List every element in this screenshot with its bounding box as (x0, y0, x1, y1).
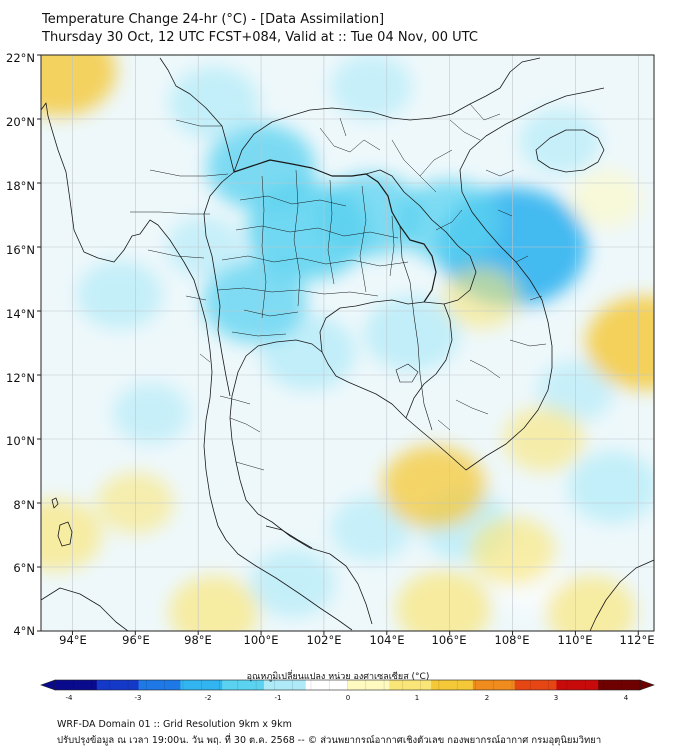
coastlines-and-borders (41, 57, 654, 631)
lat-label-6: 6°N (13, 561, 35, 575)
colorbar-tick-label: 4 (623, 694, 629, 702)
warming-area (381, 445, 486, 529)
warming-area (168, 575, 260, 631)
colorbar (40, 679, 655, 691)
lon-label-96: 96°E (122, 633, 150, 647)
malay-peninsula-coastline (217, 525, 353, 631)
lon-label-108: 108°E (494, 633, 530, 647)
colorbar-segment (472, 680, 516, 690)
myanmar-coastline (41, 102, 219, 527)
colorbar-segment (556, 680, 599, 690)
lat-label-22: 22°N (6, 51, 35, 65)
myanmar-china-border (159, 57, 235, 173)
colorbar-segment (389, 680, 432, 690)
colorbar-tick-label: 2 (484, 694, 490, 702)
lat-label-14: 14°N (6, 307, 35, 321)
warming-area (41, 55, 117, 117)
colorbar-tick-label: 1 (414, 694, 420, 702)
cambodia-vietnam-border (405, 303, 453, 419)
colorbar-segment (55, 680, 98, 690)
colorbar-frame (54, 679, 641, 691)
myanmar-thailand-border (203, 171, 235, 397)
tonle-sap-lake (395, 363, 419, 383)
colorbar-label: อุณหภูมิเปลี่ยนแปลง หน่วย องศาเซลเซียส (… (246, 672, 430, 682)
province-boundaries (217, 169, 409, 471)
colorbar-segment (431, 680, 474, 690)
lat-label-8: 8°N (13, 498, 35, 512)
lon-label-110: 110°E (557, 633, 593, 647)
colorbar-tick-label: 0 (345, 694, 351, 702)
cooling-area (202, 259, 307, 343)
lon-label-94: 94°E (59, 633, 87, 647)
thailand-cambodia-border (319, 299, 425, 353)
laos-vietnam-border (365, 169, 477, 305)
warming-area (570, 170, 644, 228)
lon-label-102: 102°E (306, 633, 342, 647)
lon-label-106: 106°E (431, 633, 467, 647)
colorbar-tick-label: 3 (553, 694, 559, 702)
warming-area (395, 570, 491, 631)
cooling-area (168, 66, 260, 140)
malay-peninsula-east-coastline (245, 499, 373, 625)
lon-label-98: 98°E (184, 633, 212, 647)
colorbar-tick-label: -2 (204, 694, 212, 702)
cooling-area (364, 295, 460, 372)
andaman-islet (51, 497, 59, 509)
vietnam-provinces (437, 103, 547, 431)
colorbar-segment (180, 680, 223, 690)
lat-label-16: 16°N (6, 243, 35, 257)
lat-label-18: 18°N (6, 179, 35, 193)
mekong-river (399, 225, 433, 431)
warming-area (442, 267, 520, 330)
cooling-area (249, 548, 336, 618)
nicobar-islands (57, 521, 73, 547)
myanmar-provinces (130, 119, 229, 363)
lat-lon-gridlines (41, 55, 654, 631)
cooling-area (330, 55, 412, 120)
lon-label-104: 104°E (369, 633, 405, 647)
colorbar-tick-label: -4 (65, 694, 73, 702)
lon-label-100: 100°E (243, 633, 279, 647)
thailand-gulf-coastline (229, 339, 433, 501)
cooling-area (518, 108, 601, 174)
myanmar-laos-china-border (233, 57, 541, 173)
plot-frame (40, 54, 655, 632)
map-title: Temperature Change 24-hr (°C) - [Data As… (42, 12, 385, 27)
thailand-malaysia-border (265, 525, 313, 549)
thailand-laos-border (233, 159, 437, 303)
map-subtitle: Thursday 30 Oct, 12 UTC FCST+084, Valid … (42, 30, 478, 45)
colorbar-tick-label: -1 (274, 694, 282, 702)
lat-label-12: 12°N (6, 371, 35, 385)
laos-provinces (319, 117, 463, 231)
footer-model-info: WRF-DA Domain 01 :: Grid Resolution 9km … (57, 719, 292, 730)
lat-label-4: 4°N (13, 624, 35, 638)
sumatra-coastline (41, 587, 129, 631)
warming-area (585, 296, 654, 390)
axis-ticks (37, 54, 639, 635)
colorbar-segment (598, 680, 641, 690)
cooling-area (330, 495, 412, 562)
colorbar-tick-label: -3 (134, 694, 142, 702)
colorbar-segment (347, 680, 390, 690)
colorbar-segment (263, 680, 307, 690)
lat-label-10: 10°N (6, 434, 35, 448)
colorbar-segment (305, 680, 348, 690)
colorbar-segment (138, 680, 181, 690)
footer-credit: ปรับปรุงข้อมูล ณ เวลา 19:00น. วัน พฤ. ที… (57, 735, 602, 746)
cooling-area (567, 450, 654, 524)
cooling-area (76, 260, 163, 330)
borneo-coastline (589, 559, 654, 631)
lat-label-20: 20°N (6, 115, 35, 129)
cooling-area (112, 382, 190, 445)
colorbar-segment (514, 680, 557, 690)
lon-label-112: 112°E (619, 633, 655, 647)
colorbar-segment (96, 680, 140, 690)
hainan-coastline (535, 129, 605, 173)
colorbar-segment (222, 680, 265, 690)
